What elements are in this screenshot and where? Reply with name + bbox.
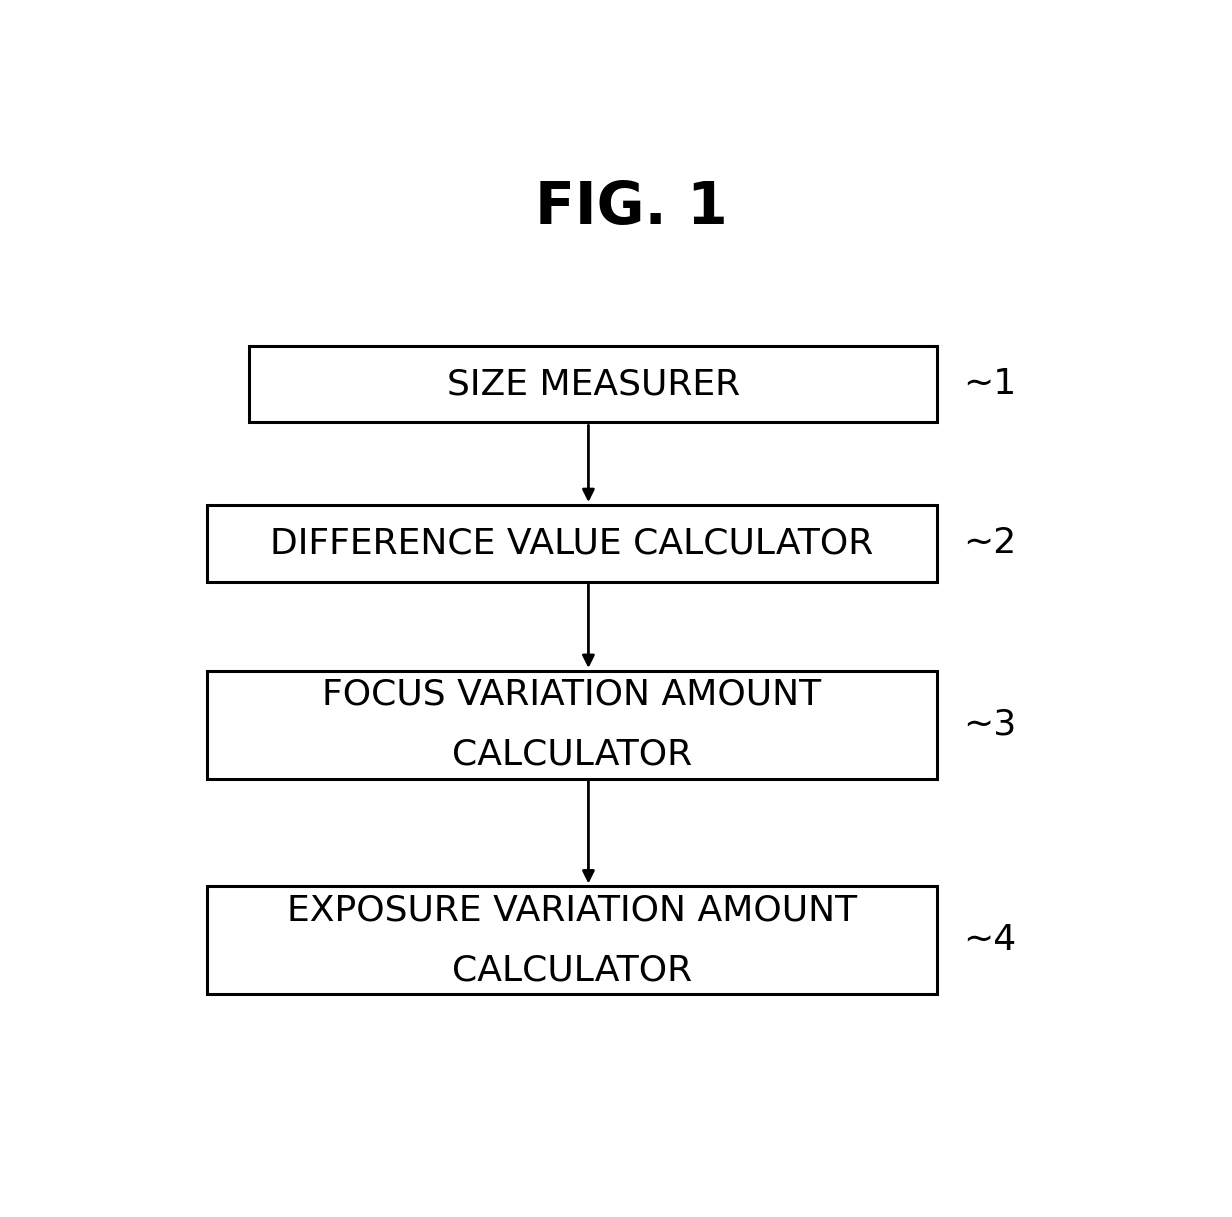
Text: DIFFERENCE VALUE CALCULATOR: DIFFERENCE VALUE CALCULATOR: [270, 527, 873, 560]
Text: ∼4: ∼4: [963, 924, 1016, 958]
Bar: [207, 671, 938, 779]
Text: CALCULATOR: CALCULATOR: [452, 953, 692, 987]
Text: EXPOSURE VARIATION AMOUNT: EXPOSURE VARIATION AMOUNT: [287, 893, 856, 927]
Text: FIG. 1: FIG. 1: [535, 179, 728, 236]
Text: ∼3: ∼3: [963, 708, 1016, 741]
Bar: [250, 346, 936, 422]
Text: FOCUS VARIATION AMOUNT: FOCUS VARIATION AMOUNT: [322, 678, 822, 712]
Bar: [207, 505, 938, 582]
Text: CALCULATOR: CALCULATOR: [452, 738, 692, 772]
Text: ∼2: ∼2: [963, 527, 1016, 560]
Text: SIZE MEASURER: SIZE MEASURER: [447, 368, 739, 402]
Bar: [207, 886, 938, 994]
Text: ∼1: ∼1: [963, 368, 1016, 402]
